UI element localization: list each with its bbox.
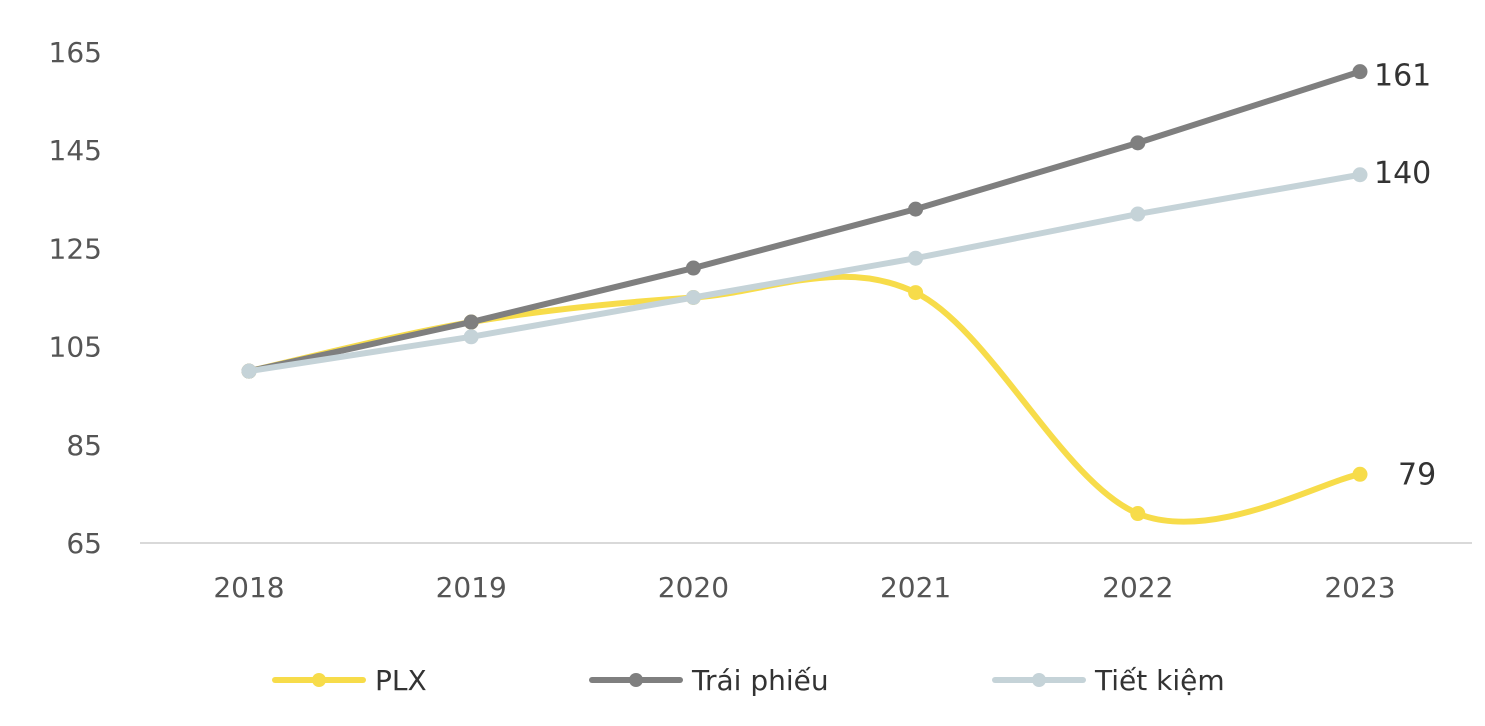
legend-label: PLX: [375, 664, 427, 697]
end-label-trai-phieu: 161: [1374, 59, 1431, 94]
legend-marker: [312, 673, 326, 687]
y-tick-label: 165: [49, 36, 102, 69]
end-labels: 79 161 140: [1374, 59, 1436, 493]
series-lines: [241, 64, 1368, 525]
data-point: [908, 201, 924, 217]
x-tick-label: 2020: [658, 571, 729, 604]
end-label-plx: 79: [1398, 457, 1436, 492]
series-plx: [241, 273, 1368, 525]
series-line-plx: [246, 273, 1363, 525]
data-point: [1130, 506, 1146, 522]
legend-label: Tiết kiệm: [1094, 664, 1225, 697]
data-point: [1352, 167, 1368, 183]
data-point: [1130, 135, 1146, 151]
series-line-tiet-kiem: [246, 171, 1363, 375]
y-axis-ticks: 65 85 105 125 145 165: [49, 36, 102, 560]
data-point: [1352, 64, 1368, 80]
legend-label: Trái phiếu: [691, 664, 829, 697]
legend-item-tiet-kiem: Tiết kiệm: [992, 664, 1225, 697]
legend-marker: [629, 673, 643, 687]
end-label-tiet-kiem: 140: [1374, 156, 1431, 191]
data-point: [685, 290, 701, 305]
data-point: [463, 329, 479, 345]
y-tick-label: 85: [66, 429, 102, 462]
y-tick-label: 125: [49, 232, 102, 265]
y-tick-label: 65: [66, 527, 102, 560]
x-tick-label: 2022: [1102, 571, 1173, 604]
data-point: [685, 260, 701, 276]
y-tick-label: 105: [49, 331, 102, 364]
x-tick-label: 2023: [1324, 571, 1395, 604]
legend-marker: [1032, 673, 1046, 687]
x-tick-label: 2018: [213, 571, 284, 604]
legend-item-plx: PLX: [272, 664, 427, 697]
data-point: [1130, 206, 1146, 222]
y-tick-label: 145: [49, 134, 102, 167]
x-tick-label: 2019: [436, 571, 507, 604]
data-point: [908, 285, 924, 301]
data-point: [1352, 466, 1368, 482]
data-point: [463, 314, 479, 330]
legend: PLX Trái phiếu Tiết kiệm: [272, 664, 1225, 697]
data-point: [908, 250, 924, 266]
data-point: [241, 363, 257, 379]
x-tick-label: 2021: [880, 571, 951, 604]
series-tiet-kiem: [241, 167, 1368, 379]
legend-item-trai-phieu: Trái phiếu: [589, 664, 829, 697]
series-line-trai-phieu: [246, 68, 1363, 375]
x-axis-ticks: 2018 2019 2020 2021 2022 2023: [213, 571, 1395, 604]
